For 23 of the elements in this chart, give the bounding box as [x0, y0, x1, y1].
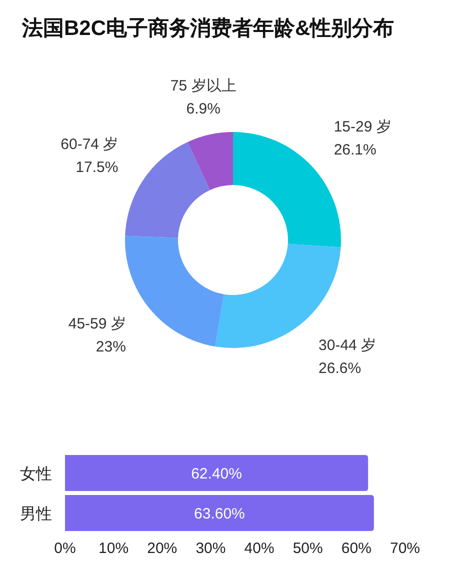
x-tick-label: 20%	[147, 540, 178, 557]
y-tick-label: 女性	[20, 466, 52, 483]
data-label: 23%	[96, 338, 126, 356]
y-tick-label: 男性	[20, 506, 52, 523]
data-label: 63.60%	[194, 506, 245, 522]
x-tick-label: 30%	[196, 540, 226, 557]
data-label: 6.9%	[186, 100, 220, 118]
data-label: 17.5%	[76, 158, 118, 176]
slice-label: 75 岁以上	[170, 78, 236, 95]
data-label: 62.40%	[191, 466, 242, 482]
x-tick-label: 0%	[54, 540, 76, 557]
chart-title: 法国B2C电子商务消费者年龄&性别分布	[21, 16, 394, 40]
data-label: 26.6%	[318, 360, 362, 377]
x-tick-label: 70%	[390, 540, 420, 557]
x-tick-label: 10%	[98, 540, 129, 557]
data-label: 26.1%	[334, 141, 376, 158]
x-tick-label: 60%	[341, 540, 372, 557]
x-tick-label: 40%	[244, 540, 274, 557]
slice-label: 15-29 岁	[334, 118, 392, 136]
x-tick-label: 50%	[292, 540, 323, 557]
slice-label: 30-44 岁	[318, 336, 376, 354]
slice-label: 45-59 岁	[68, 316, 126, 333]
slice-label: 60-74 岁	[60, 136, 118, 153]
